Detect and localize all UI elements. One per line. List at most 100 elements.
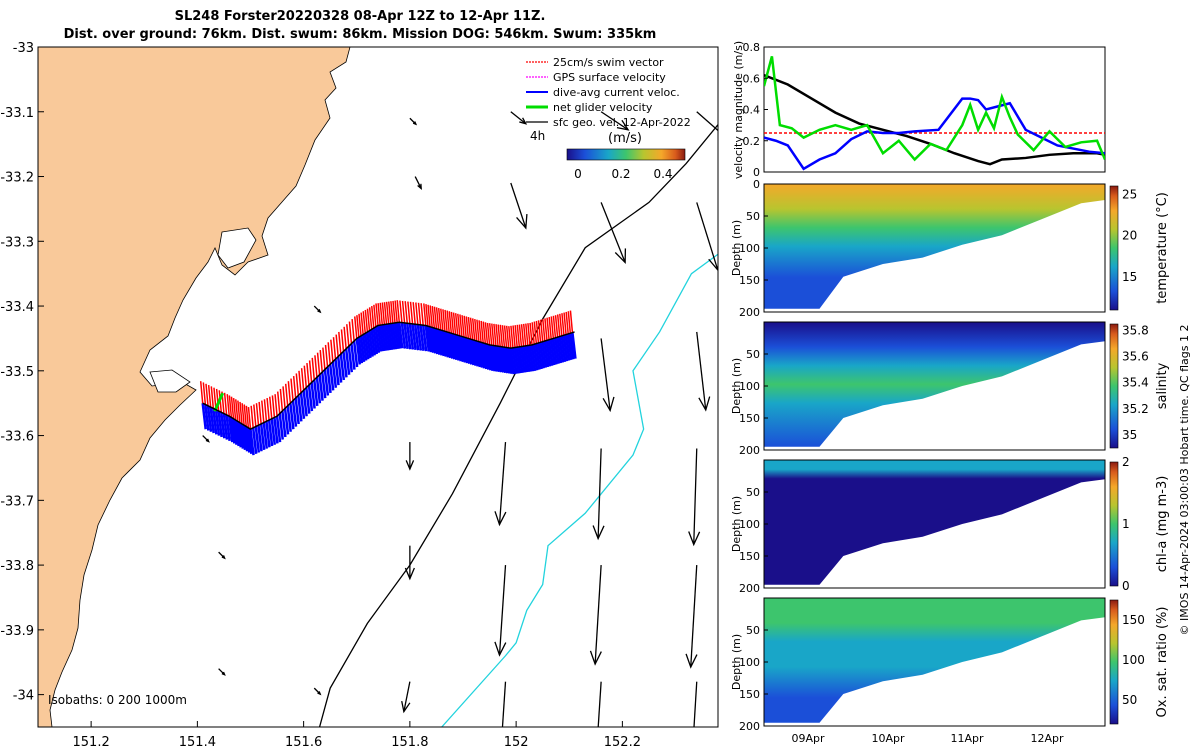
swim-vector-28 — [269, 396, 273, 419]
geo-vector-head-6 — [614, 248, 627, 264]
swim-vector-112 — [469, 317, 474, 340]
swim-vector-118 — [482, 321, 487, 344]
swim-vector-35 — [287, 381, 292, 404]
current-vector-126 — [501, 346, 507, 373]
geo-vector-head-0 — [412, 121, 418, 126]
section-colorbar-tick-1-4: 35.8 — [1122, 324, 1149, 338]
current-vector-48 — [323, 369, 330, 396]
section-colorbar-2 — [1109, 461, 1119, 587]
swim-vector-61 — [356, 315, 360, 338]
swim-vector-47 — [319, 350, 323, 373]
current-vector-86 — [413, 324, 420, 351]
current-vector-130 — [509, 347, 516, 375]
swim-vector-110 — [465, 316, 470, 339]
velocity-series-0 — [764, 73, 1105, 166]
section-colorbar-label-0: temperature (°C) — [1155, 192, 1170, 304]
current-vector-60 — [355, 338, 361, 365]
time-tick-0: 09Apr — [791, 732, 825, 745]
swim-vector-148 — [546, 317, 550, 340]
current-vector-71 — [378, 325, 385, 352]
current-vector-94 — [433, 327, 439, 355]
map-ytick-label-5: -33.5 — [0, 365, 34, 380]
swim-vector-152 — [554, 315, 559, 338]
swim-vector-156 — [563, 312, 567, 335]
swim-vector-21 — [250, 405, 254, 428]
geo-vector-head-4 — [417, 183, 422, 191]
figure-title-line2: Dist. over ground: 76km. Dist. swum: 86k… — [63, 27, 657, 42]
section-colorbar-tick-3-0: 50 — [1122, 693, 1137, 707]
current-vector-64 — [364, 333, 370, 360]
swim-vector-95 — [433, 306, 438, 329]
current-vector-10 — [228, 415, 234, 443]
current-vector-47 — [320, 371, 327, 399]
current-vector-97 — [439, 329, 445, 357]
swim-vector-19 — [245, 405, 250, 428]
current-vector-92 — [428, 326, 435, 353]
current-vector-41 — [305, 387, 311, 414]
swim-vector-81 — [399, 300, 403, 323]
swim-vector-63 — [360, 312, 364, 335]
current-vector-96 — [437, 329, 443, 356]
current-vector-150 — [552, 338, 558, 365]
swim-vector-153 — [556, 314, 561, 337]
swim-vector-12 — [230, 396, 235, 419]
swim-vector-114 — [474, 318, 478, 342]
swim-vector-142 — [533, 321, 538, 344]
section-colorbar-tick-0-1: 20 — [1122, 229, 1137, 243]
section-colorbar-1 — [1109, 323, 1119, 449]
legend-swim-label: 25cm/s swim vector — [553, 56, 664, 69]
current-vector-12 — [232, 418, 238, 445]
geo-vector-9 — [600, 338, 611, 411]
current-vector-39 — [299, 392, 306, 419]
swim-vector-72 — [379, 302, 383, 325]
swim-vector-27 — [266, 397, 270, 421]
swim-vector-86 — [412, 302, 416, 325]
current-vector-154 — [560, 335, 567, 362]
swim-vector-69 — [373, 304, 377, 327]
current-vector-133 — [515, 347, 522, 374]
swim-vector-26 — [263, 399, 268, 422]
swim-vectors — [199, 300, 577, 456]
section-ytick-label-2-0: 50 — [746, 486, 760, 499]
swim-vector-97 — [437, 307, 442, 331]
current-vector-139 — [528, 345, 535, 372]
geo-vector-head-19 — [589, 650, 602, 666]
time-axis: 09Apr 10Apr 11Apr 12Apr — [791, 732, 1064, 745]
current-vector-88 — [419, 324, 425, 351]
geo-vector-1 — [510, 111, 527, 125]
geo-vector-head-12 — [405, 460, 415, 471]
current-vector-24 — [259, 423, 266, 451]
swim-vector-31 — [276, 391, 281, 414]
current-vector-57 — [347, 346, 354, 373]
geo-vector-head-11 — [205, 438, 210, 443]
map-x-axis: 151.2 151.4 151.6 151.8 152 152.2 — [73, 721, 641, 750]
swim-vector-53 — [335, 334, 339, 357]
section-colorbar-label-1: salinity — [1155, 362, 1170, 409]
swim-vector-6 — [215, 388, 220, 412]
current-vector-53 — [336, 356, 343, 383]
swim-vector-25 — [261, 400, 265, 423]
swim-vector-125 — [497, 324, 501, 347]
swim-vector-66 — [366, 308, 371, 331]
map-xtick-label-0: 151.2 — [73, 735, 110, 750]
geo-vector-head-8 — [317, 309, 322, 314]
current-vector-106 — [458, 335, 465, 362]
current-vector-138 — [526, 345, 533, 372]
section-ytick-label-1-2: 150 — [739, 412, 760, 425]
swim-vector-84 — [407, 301, 411, 324]
swim-vector-75 — [385, 301, 390, 324]
current-vector-35 — [289, 403, 295, 430]
current-vector-149 — [549, 338, 556, 366]
swim-vector-151 — [552, 315, 557, 338]
current-vector-140 — [530, 344, 537, 372]
current-vector-51 — [331, 361, 338, 388]
current-vector-104 — [454, 334, 460, 361]
swim-vector-85 — [409, 301, 414, 324]
current-vector-76 — [389, 323, 395, 350]
current-vector-110 — [467, 338, 473, 365]
swim-vector-159 — [569, 310, 574, 333]
section-colorbar-tick-1-0: 35 — [1122, 428, 1137, 442]
current-vector-9 — [225, 414, 231, 441]
section-ytick-label-3-3: 200 — [739, 720, 760, 733]
swim-vector-94 — [431, 305, 436, 329]
